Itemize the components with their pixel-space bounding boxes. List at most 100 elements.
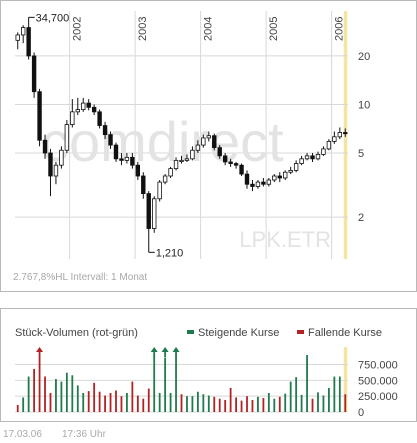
candle-2003-01 (135, 161, 141, 180)
candle-2005-12 (326, 139, 332, 151)
candle-body (239, 164, 244, 175)
candle-body (337, 132, 343, 138)
candle-body (102, 125, 108, 136)
volume-bar-2005-09 (311, 398, 314, 412)
candle-body (86, 102, 91, 108)
footer-time: 17:36 Uhr (62, 429, 106, 440)
volume-bar-2001-04 (22, 397, 25, 412)
candle-2004-08 (239, 163, 244, 176)
candle-body (195, 144, 201, 151)
candle-2003-08 (173, 157, 179, 171)
candle-body (91, 106, 97, 113)
volume-bar-2001-10 (55, 379, 57, 412)
price-y-tick-label: 10 (358, 99, 370, 111)
volume-bar-2002-06 (98, 391, 101, 412)
candle-2001-07 (37, 88, 42, 147)
candle-2003-02 (141, 172, 146, 199)
candle-body (135, 164, 141, 177)
candle-2001-09 (48, 148, 53, 197)
candle-2004-09 (244, 170, 250, 189)
volume-bar-2005-12 (327, 387, 330, 412)
candle-body (97, 111, 102, 126)
candle-body (326, 141, 332, 150)
candle-body (173, 159, 179, 170)
candle-body (48, 152, 53, 177)
volume-current-period-highlight (343, 347, 348, 412)
candle-body (255, 181, 261, 187)
volume-bar-2002-01 (71, 375, 74, 412)
candle-2004-07 (233, 161, 239, 169)
volume-bar-2002-08 (109, 393, 112, 412)
volume-bar-2003-04 (153, 356, 156, 412)
volume-bar-2005-07 (300, 394, 303, 412)
price-y-tick-label: 20 (358, 51, 370, 63)
price-chart-panel: comdirect LPK.ETR 2002 2003 2004 2005 2006 2… (0, 0, 417, 292)
candle-body (304, 155, 310, 160)
candle-2001-05 (26, 17, 31, 60)
year-label: 2006 (334, 17, 346, 41)
symbol-watermark: LPK.ETR (239, 227, 331, 252)
candle-body (53, 164, 59, 177)
candle-body (152, 198, 157, 229)
volume-bar-2005-03 (278, 396, 281, 412)
chart-info-line: 2.767,8%HL Intervall: 1 Monat (13, 272, 147, 283)
candle-2003-12 (195, 140, 201, 153)
volume-bar-2006-02 (338, 376, 341, 412)
candle-2003-11 (190, 146, 195, 161)
candle-2002-02 (75, 97, 80, 116)
volume-bar-2002-10 (120, 396, 123, 412)
candle-2004-04 (217, 145, 222, 159)
volume-bar-2005-04 (284, 393, 287, 412)
candle-2004-06 (228, 158, 233, 167)
volume-bar-2006-03 (344, 394, 347, 412)
candle-2003-10 (184, 154, 190, 162)
candle-2004-10 (250, 179, 255, 192)
volume-bar-2003-10 (186, 396, 188, 412)
volume-bar-2002-07 (104, 395, 106, 412)
volume-bar-2005-10 (317, 392, 319, 412)
candle-2006-01 (332, 131, 337, 144)
candle-2004-02 (206, 131, 211, 142)
candle-2001-12 (64, 120, 70, 153)
volume-overflow-arrow (161, 347, 169, 352)
candle-2002-07 (102, 121, 108, 140)
volume-y-tick-label: 250.000 (358, 391, 398, 403)
candle-body (212, 135, 217, 149)
volume-bar-2002-09 (115, 390, 117, 412)
year-label: 2003 (137, 17, 149, 41)
candle-2004-05 (222, 152, 228, 166)
candle-2006-03 (343, 128, 348, 137)
volume-overflow-arrow (172, 347, 180, 352)
volume-bar-2003-01 (136, 395, 139, 412)
candle-2005-05 (288, 166, 293, 175)
volume-bar-2002-12 (131, 381, 134, 412)
volume-bar-2001-05 (27, 376, 30, 412)
volume-bar-2005-08 (306, 355, 308, 412)
candle-body (108, 134, 113, 146)
candle-body (168, 168, 173, 177)
volume-bar-2005-06 (295, 377, 298, 412)
volume-overflow-arrow (150, 347, 158, 352)
volume-bar-2005-11 (322, 395, 325, 412)
candle-2005-03 (277, 172, 282, 183)
candle-2005-06 (293, 160, 299, 173)
volume-bar-2004-08 (240, 400, 243, 412)
volume-bar-2001-07 (38, 356, 41, 412)
low-label: 1,210 (156, 247, 184, 259)
candle-body (277, 175, 282, 179)
volume-bar-2001-11 (60, 381, 63, 412)
candle-2001-04 (20, 25, 26, 44)
candle-2004-03 (212, 133, 217, 151)
candle-2004-12 (261, 177, 266, 187)
candle-body (162, 175, 168, 183)
candle-2002-09 (113, 142, 119, 162)
volume-bar-2003-06 (164, 357, 167, 412)
volume-chart-panel: Stück-Volumen (rot-grün) Steigende Kurse… (0, 308, 417, 422)
volume-bar-2004-05 (224, 399, 227, 412)
candle-2001-06 (31, 52, 37, 98)
volume-y-tick-label: 500.000 (358, 375, 398, 387)
candle-body (75, 109, 80, 113)
candle-body (81, 102, 86, 110)
candle-2003-06 (162, 174, 168, 185)
candle-2001-10 (53, 161, 59, 185)
